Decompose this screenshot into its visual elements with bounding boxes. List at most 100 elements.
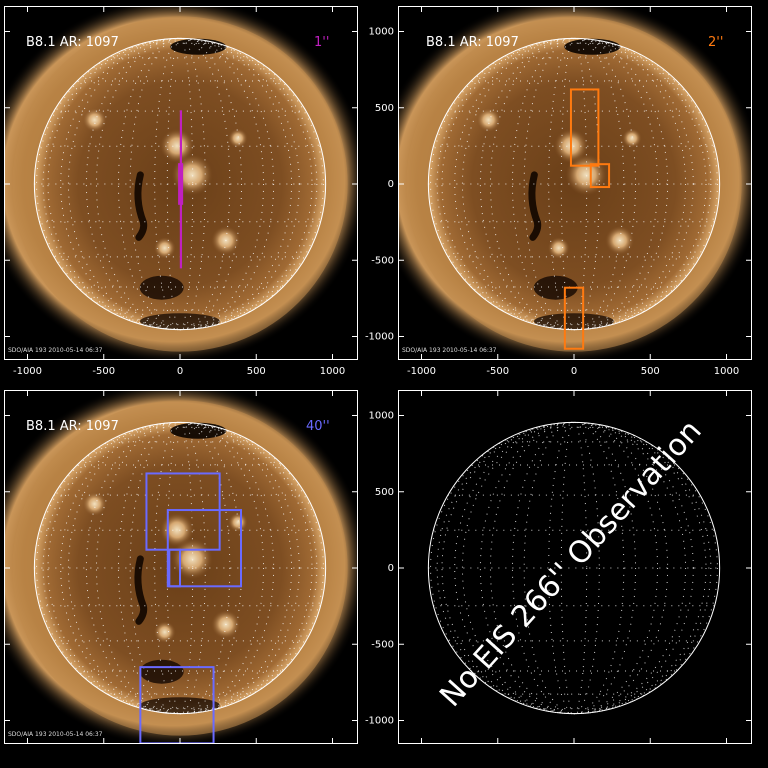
longitude-line <box>95 37 265 331</box>
x-tick-label: 500 <box>641 366 660 377</box>
panel-2-ar-label: B8.1 AR: 1097 <box>426 35 519 50</box>
longitude-line <box>95 421 265 715</box>
sun-image <box>4 6 358 360</box>
longitude-line <box>154 421 206 715</box>
sun-image <box>4 390 358 744</box>
eis-field-of-view <box>569 88 600 167</box>
solar-limb <box>427 421 721 715</box>
longitude-line <box>129 37 231 331</box>
solar-limb <box>33 421 327 715</box>
active-region <box>171 154 213 196</box>
panel-3-footer: SDO/AIA 193 2010-05-14 06:37 <box>8 731 103 738</box>
longitude-line <box>430 37 718 331</box>
x-tick-label: -1000 <box>13 366 42 377</box>
longitude-line <box>129 421 231 715</box>
panel-3-slit-label: 40'' <box>306 419 330 434</box>
sun-image <box>398 6 752 360</box>
longitude-line <box>548 37 600 331</box>
longitude-line <box>47 421 313 715</box>
active-region <box>622 128 642 149</box>
x-tick-label: 1000 <box>714 366 739 377</box>
panel-frame <box>4 390 358 744</box>
panel-2-footer: SDO/AIA 193 2010-05-14 06:37 <box>402 347 497 354</box>
eis-field-of-view <box>168 548 181 588</box>
x-tick-label: -500 <box>486 366 509 377</box>
panel-frame <box>4 6 358 360</box>
eis-field-of-view <box>145 472 221 551</box>
x-tick-label: 0 <box>177 366 183 377</box>
longitude-line <box>430 421 718 715</box>
y-tick-label: 1000 <box>369 27 394 38</box>
longitude-line <box>154 37 206 331</box>
active-region <box>82 491 107 517</box>
longitude-line <box>60 37 300 331</box>
solar-limb <box>33 37 327 331</box>
y-tick-label: 1000 <box>369 411 394 422</box>
active-region <box>476 107 501 133</box>
axis-tick-labels: -1000 -500 0 500 1000 -1000 -500 0 500 1000 -1000 -… <box>13 27 739 727</box>
panel-content <box>398 6 752 360</box>
panel-content <box>4 6 358 360</box>
active-region <box>82 107 107 133</box>
panel-frame <box>398 390 752 744</box>
dark-filament <box>528 171 542 241</box>
longitude-line <box>67 421 293 715</box>
y-tick-label: -500 <box>371 639 394 650</box>
longitude-line <box>511 37 637 331</box>
panel-3-ar-label: B8.1 AR: 1097 <box>26 419 119 434</box>
panel-1-ar-label: B8.1 AR: 1097 <box>26 35 119 50</box>
panel-4-no-observation-text: No EIS 266'' Observation <box>433 413 708 713</box>
panel-1-slit-label: 1'' <box>314 35 329 50</box>
active-region <box>228 512 248 533</box>
coronal-hole-south <box>139 275 184 300</box>
longitude-line <box>454 421 694 715</box>
active-region <box>159 128 195 163</box>
y-tick-label: -1000 <box>365 716 394 727</box>
longitude-line <box>117 37 243 331</box>
longitude-line <box>67 37 293 331</box>
heliographic-grid <box>34 421 326 715</box>
longitude-line <box>548 421 600 715</box>
longitude-line <box>47 37 313 331</box>
active-region <box>153 237 176 260</box>
longitude-line <box>36 421 324 715</box>
dark-filament <box>134 171 148 241</box>
eis-field-of-view <box>166 509 242 588</box>
x-tick-label: -500 <box>92 366 115 377</box>
active-region <box>547 237 570 260</box>
y-tick-label: 500 <box>375 487 394 498</box>
x-tick-label: -1000 <box>407 366 436 377</box>
active-region <box>153 621 176 644</box>
coronal-hole-north <box>170 38 227 55</box>
longitude-line <box>489 37 659 331</box>
coronal-hole-north <box>564 38 621 55</box>
coronal-hole-south <box>139 659 184 684</box>
y-tick-label: 500 <box>375 103 394 114</box>
eis-field-of-view <box>589 163 611 189</box>
longitude-line <box>511 421 637 715</box>
solar-limb <box>427 37 721 331</box>
panel-2-slit-2arcsec <box>398 6 752 360</box>
x-tick-label: 1000 <box>320 366 345 377</box>
eis-field-of-view <box>178 163 184 205</box>
coronal-hole-north <box>170 422 227 439</box>
panel-1-footer: SDO/AIA 193 2010-05-14 06:37 <box>8 347 103 354</box>
panel-content <box>4 390 358 744</box>
active-region <box>228 128 248 149</box>
panel-1-slit-1arcsec <box>4 6 358 360</box>
longitude-line <box>489 421 659 715</box>
y-tick-label: -500 <box>371 255 394 266</box>
active-region <box>171 538 213 580</box>
longitude-line <box>523 421 625 715</box>
x-tick-label: 0 <box>571 366 577 377</box>
eis-field-of-view <box>563 286 585 350</box>
y-tick-label: 0 <box>388 563 394 574</box>
coronal-hole-south <box>533 275 578 300</box>
longitude-line <box>454 37 694 331</box>
y-tick-label: 0 <box>388 179 394 190</box>
longitude-line <box>60 421 300 715</box>
y-tick-label: -1000 <box>365 332 394 343</box>
x-tick-label: 500 <box>247 366 266 377</box>
panel-2-slit-label: 2'' <box>708 35 723 50</box>
